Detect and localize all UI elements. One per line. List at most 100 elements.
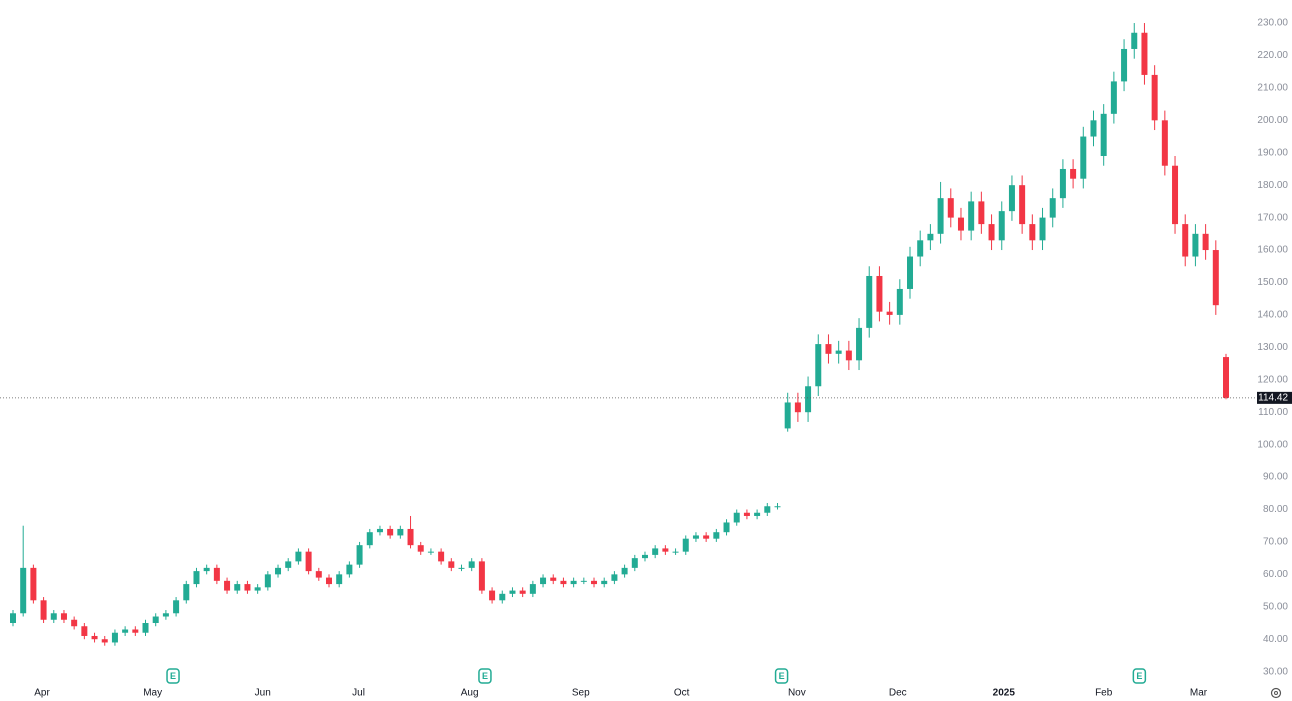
y-tick-label: 140.00 <box>1257 310 1288 321</box>
x-tick-label: Jul <box>352 688 365 699</box>
earnings-marker <box>478 668 492 684</box>
candle-body <box>998 211 1005 241</box>
candle-body <box>244 584 251 591</box>
candle-body <box>397 528 404 536</box>
candle-body <box>315 571 322 578</box>
candle-body <box>662 548 669 552</box>
candle-body <box>1151 74 1158 121</box>
candle-body <box>91 635 98 640</box>
candle-body <box>325 577 332 585</box>
x-tick-label: Oct <box>674 688 690 699</box>
candle-body <box>856 327 863 361</box>
candle-body <box>957 217 964 231</box>
candle-body <box>305 551 312 572</box>
candle-body <box>1029 224 1036 241</box>
candle-body <box>224 580 231 591</box>
last-price-tag <box>1257 391 1292 404</box>
settings-gear-center <box>1274 691 1278 695</box>
candle-body <box>183 584 190 601</box>
y-tick-label: 180.00 <box>1257 180 1288 191</box>
x-tick-label: Aug <box>461 688 479 699</box>
last-price-label: 114.42 <box>1258 393 1288 404</box>
y-tick-label: 90.00 <box>1263 472 1288 483</box>
candle-body <box>468 561 475 568</box>
candle-body <box>682 538 689 552</box>
candle-body <box>478 561 485 591</box>
earnings-label: E <box>170 671 176 681</box>
candle-body <box>1008 185 1015 212</box>
candle-body <box>101 639 108 643</box>
candle-body <box>438 551 445 562</box>
x-tick-label: May <box>143 688 162 699</box>
earnings-label: E <box>1136 671 1142 681</box>
candle-body <box>458 567 465 569</box>
candle-body <box>917 240 924 257</box>
y-tick-label: 220.00 <box>1257 50 1288 61</box>
candle-body <box>896 288 903 315</box>
candle-body <box>1141 32 1148 75</box>
candle-body <box>580 580 587 582</box>
x-tick-label: Sep <box>572 688 590 699</box>
candle-body <box>40 600 47 620</box>
candle-body <box>162 613 169 617</box>
x-tick-label: Dec <box>889 688 907 699</box>
candle-body <box>448 561 455 568</box>
earnings-marker <box>1132 668 1147 684</box>
candle-body <box>845 350 852 361</box>
candle-body <box>213 567 220 581</box>
candle-body <box>122 629 129 633</box>
candle-body <box>774 506 781 508</box>
settings-icon[interactable] <box>1270 687 1282 699</box>
candle-body <box>142 623 149 633</box>
candle-body <box>550 577 557 581</box>
settings-gear[interactable] <box>1270 687 1282 699</box>
y-tick-label: 210.00 <box>1257 83 1288 94</box>
x-tick-label: Nov <box>788 688 806 699</box>
candle-body <box>591 580 598 585</box>
candle-body <box>947 198 954 218</box>
candle-body <box>672 551 679 553</box>
candle-body <box>50 613 57 620</box>
candle-body <box>254 587 261 591</box>
earnings-marker <box>774 668 789 684</box>
y-tick-label: 130.00 <box>1257 342 1288 353</box>
candle-body <box>784 402 791 429</box>
y-tick-label: 100.00 <box>1257 439 1288 450</box>
candle-body <box>1019 185 1026 225</box>
candle-body <box>203 567 210 572</box>
candle-body <box>601 580 608 585</box>
candle-body <box>886 311 893 315</box>
candle-body <box>560 580 567 585</box>
candle-body <box>937 198 944 234</box>
candle-body <box>743 512 750 516</box>
candle-body <box>417 545 424 552</box>
candle-body <box>1192 233 1199 257</box>
candle-body <box>1182 224 1189 257</box>
candle-body <box>835 350 842 354</box>
candle-body <box>621 567 628 575</box>
candle-body <box>754 512 761 516</box>
candle-body <box>805 386 812 413</box>
candle-body <box>20 567 27 614</box>
y-tick-label: 70.00 <box>1263 537 1288 548</box>
candle-body <box>927 233 934 241</box>
y-tick-label: 80.00 <box>1263 504 1288 515</box>
candle-body <box>1161 120 1168 166</box>
candle-body <box>866 275 873 328</box>
y-tick-label: 190.00 <box>1257 147 1288 158</box>
candle-body <box>81 626 88 636</box>
candle-body <box>376 528 383 533</box>
y-tick-label: 160.00 <box>1257 245 1288 256</box>
candle-body <box>1110 81 1117 114</box>
candle-body <box>264 574 271 588</box>
candle-body <box>1223 357 1229 398</box>
candle-body <box>1202 233 1209 251</box>
candle-body <box>295 551 302 562</box>
candle-body <box>10 613 16 624</box>
candle-body <box>968 201 975 231</box>
candle-body <box>1212 250 1219 306</box>
candle-body <box>173 600 180 614</box>
candle-body <box>1090 120 1097 137</box>
